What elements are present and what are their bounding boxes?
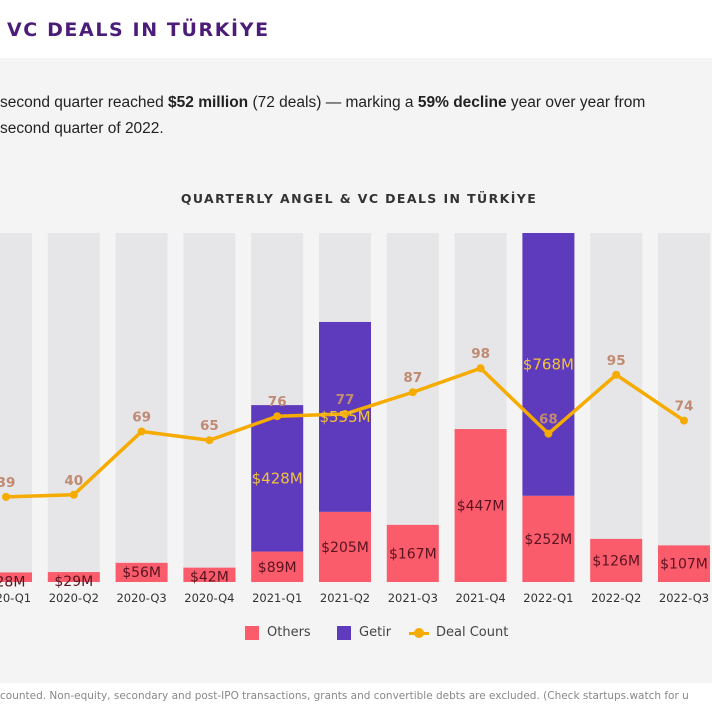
legend-label-deal-count: Deal Count xyxy=(436,625,509,640)
legend-label-others: Others xyxy=(267,625,311,640)
deal-count-point-2020-Q2 xyxy=(69,490,78,499)
bar-label-getir-2021-Q2: $555M xyxy=(319,408,370,426)
deal-count-label-2022-Q2: 95 xyxy=(607,353,626,369)
bar-label-others-2021-Q1: $89M xyxy=(258,560,297,576)
intro-text-segment: (72 deals) — marking a xyxy=(248,94,418,111)
deal-count-label-2021-Q2: 77 xyxy=(336,392,355,408)
deal-count-point-2021-Q2 xyxy=(341,410,349,419)
deal-count-label-2021-Q1: 76 xyxy=(268,394,287,410)
bar-label-others-2021-Q2: $205M xyxy=(321,540,369,556)
bar-band-2021-Q3 xyxy=(386,233,439,582)
bar-label-others-2021-Q3: $167M xyxy=(389,546,437,562)
page-header: VC DEALS IN TÜRKİYE xyxy=(0,0,712,58)
deal-count-point-2022-Q3 xyxy=(680,416,688,425)
x-tick-label-2022-Q2: 2022-Q2 xyxy=(591,591,641,605)
bar-label-others-2021-Q4: $447M xyxy=(457,499,505,515)
deal-count-point-2021-Q1 xyxy=(273,412,282,421)
x-tick-label-2021-Q3: 2021-Q3 xyxy=(388,591,438,605)
deal-count-label-2020-Q4: 65 xyxy=(200,418,219,434)
intro-highlight-decline: 59% decline xyxy=(417,94,507,111)
legend-label-getir: Getir xyxy=(359,625,392,640)
intro-text-segment: year over year from xyxy=(506,94,646,111)
bar-label-others-2020-Q4: $42M xyxy=(190,570,229,586)
bar-label-others-2020-Q2: $29M xyxy=(54,574,93,590)
bar-others-2020-Q4 xyxy=(183,567,236,582)
bar-band-2020-Q1 xyxy=(0,233,32,582)
bar-label-others-2020-Q3: $56M xyxy=(122,565,161,581)
legend-item-deal-count[interactable]: Deal Count xyxy=(409,625,508,640)
bar-label-others-2022-Q3: $107M xyxy=(660,557,708,573)
x-tick-label-2021-Q2: 2021-Q2 xyxy=(320,591,370,605)
deal-count-point-2021-Q3 xyxy=(408,388,417,397)
bar-others-2022-Q3 xyxy=(658,545,710,582)
bar-others-2021-Q3 xyxy=(386,524,439,582)
bar-others-2021-Q4 xyxy=(454,429,507,582)
bar-others-2020-Q2 xyxy=(47,572,100,582)
deal-count-label-2022-Q3: 74 xyxy=(675,399,694,415)
x-tick-label-2020-Q1: 2020-Q1 xyxy=(0,591,31,605)
x-tick-label-2021-Q1: 2021-Q1 xyxy=(252,591,302,605)
deal-count-point-2021-Q4 xyxy=(476,364,485,373)
bar-others-2022-Q1 xyxy=(522,495,575,582)
bar-label-others-2022-Q1: $252M xyxy=(525,532,573,548)
legend-swatch-deal-count xyxy=(409,626,429,640)
deal-count-label-2020-Q2: 40 xyxy=(64,473,83,489)
x-tick-label-2022-Q1: 2022-Q1 xyxy=(523,591,573,605)
intro-line-2: second quarter of 2022. xyxy=(0,120,164,137)
bar-others-2020-Q1 xyxy=(0,572,32,582)
page-title: VC DEALS IN TÜRKİYE xyxy=(7,19,270,41)
deal-count-point-2022-Q1 xyxy=(544,429,553,438)
bar-label-others-2022-Q2: $126M xyxy=(592,553,640,569)
x-tick-label-2020-Q2: 2020-Q2 xyxy=(49,591,99,605)
deal-count-label-2021-Q3: 87 xyxy=(403,370,422,386)
chart-title: QUARTERLY ANGEL & VC DEALS IN TÜRKİYE xyxy=(0,191,712,206)
x-tick-label-2020-Q4: 2020-Q4 xyxy=(184,591,234,605)
intro-highlight-amount: $52 million xyxy=(168,94,249,111)
legend-swatch-getir xyxy=(337,625,351,640)
x-tick-label-2022-Q3: 2022-Q3 xyxy=(659,591,709,605)
bar-others-2020-Q3 xyxy=(115,562,168,582)
chart-plot: $28M $29M $56M $42M $89M $205M $167M $447M $252M… xyxy=(0,233,710,605)
bar-label-others-2020-Q1: $28M xyxy=(0,574,25,590)
legend-swatch-others xyxy=(245,625,259,640)
bar-getir-2022-Q1 xyxy=(522,233,575,496)
bar-getir-2021-Q1 xyxy=(251,405,304,552)
intro-text-segment: second quarter reached xyxy=(0,94,169,111)
deal-count-point-2022-Q2 xyxy=(612,370,621,379)
intro-text: second quarter reached $52 million (72 d… xyxy=(0,90,712,142)
deal-count-point-2020-Q1 xyxy=(2,492,10,501)
footnote: counted. Non-equity, secondary and post-… xyxy=(0,690,689,702)
bar-others-2022-Q2 xyxy=(590,538,643,582)
deal-count-point-2020-Q4 xyxy=(205,436,214,445)
deal-count-point-2020-Q3 xyxy=(137,427,146,436)
deal-count-label-2021-Q4: 98 xyxy=(471,346,490,362)
deal-count-label-2020-Q3: 69 xyxy=(132,409,151,425)
bar-band-2020-Q3 xyxy=(115,233,168,582)
bar-band-2020-Q4 xyxy=(183,233,236,582)
bar-band-2022-Q2 xyxy=(590,233,643,582)
bar-label-getir-2022-Q1: $768M xyxy=(523,355,574,373)
intro-line-1: second quarter reached $52 million (72 d… xyxy=(0,90,712,116)
chart-title-text: QUARTERLY ANGEL & VC DEALS IN TÜRKİYE xyxy=(180,191,538,206)
bar-others-2021-Q2 xyxy=(319,511,371,582)
x-tick-label-2021-Q4: 2021-Q4 xyxy=(455,591,505,605)
legend-item-others[interactable]: Others xyxy=(245,625,311,640)
bar-label-getir-2021-Q1: $428M xyxy=(252,469,303,487)
deal-count-label-2022-Q1: 68 xyxy=(539,412,558,428)
bar-band-2020-Q2 xyxy=(47,233,100,582)
legend-item-getir[interactable]: Getir xyxy=(337,625,391,640)
bar-others-2021-Q1 xyxy=(251,551,304,582)
deal-count-label-2020-Q1: 39 xyxy=(0,475,15,491)
x-tick-label-2020-Q3: 2020-Q3 xyxy=(116,591,166,605)
